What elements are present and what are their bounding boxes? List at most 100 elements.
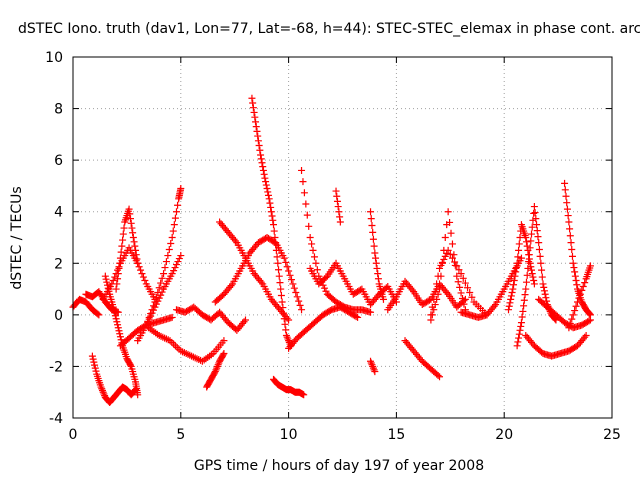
data-point [454,278,462,286]
data-point [574,298,582,306]
data-point [369,235,377,243]
data-point [258,159,266,167]
data-point [468,293,476,301]
data-point [115,327,123,335]
data-point [268,212,276,220]
data-point [586,262,594,270]
data-point [116,259,124,267]
data-point [444,246,452,254]
data-point [540,287,548,295]
data-point [540,283,548,291]
data-point [130,238,138,246]
data-point [274,259,282,267]
y-tick-label: -4 [49,411,63,427]
data-point [512,268,520,276]
data-point [299,178,307,186]
data-point [114,321,122,329]
data-point [174,201,182,209]
data-point [585,317,593,325]
data-point [100,390,108,398]
data-point [270,227,278,235]
data-point [510,281,518,289]
data-point [127,219,135,227]
data-point [114,324,122,332]
data-point [275,266,283,274]
data-point [129,229,137,237]
data-point [511,272,519,280]
data-point [456,283,464,291]
data-point [278,298,286,306]
data-point [512,264,520,272]
data-point [125,205,133,213]
data-point [516,326,524,334]
data-point [172,208,180,216]
data-point [160,270,168,278]
data-point [252,123,260,131]
data-point [448,240,456,248]
data-point [114,266,122,274]
data-point [116,330,124,338]
data-point [296,301,304,309]
data-point [170,221,178,229]
data-point [280,315,288,323]
data-point [154,289,162,297]
data-point [152,293,160,301]
data-point [530,280,538,288]
data-point [459,274,467,282]
data-point [531,209,539,217]
data-point [535,239,543,247]
data-point [568,315,576,323]
data-point [269,216,277,224]
y-tick-label: 2 [54,256,63,272]
data-point [369,228,377,236]
data-point [94,310,102,318]
data-point [352,313,360,321]
data-point [264,188,272,196]
data-point [443,289,451,297]
data-point [177,185,185,193]
data-point [267,208,275,216]
data-point [586,310,594,318]
data-point [537,259,545,267]
data-point [290,284,298,292]
data-point [259,163,267,171]
data-point [510,276,518,284]
data-point [333,197,341,205]
data-point [427,311,435,319]
data-point [525,258,533,266]
data-point [542,294,550,302]
data-point [117,248,125,256]
data-point [576,290,584,298]
data-point [139,273,147,281]
data-point [526,259,534,267]
data-point [132,246,140,254]
data-point [444,208,452,216]
data-point [581,333,589,341]
data-point [298,166,306,174]
data-point [175,255,183,263]
data-point [298,306,306,314]
data-point [248,94,256,102]
data-point [103,278,111,286]
data-point [436,264,444,272]
data-point [517,322,525,330]
x-tick-label: 20 [495,427,513,443]
data-point [138,270,146,278]
data-point [112,285,120,293]
data-point [292,289,300,297]
data-point [568,246,576,254]
data-point [282,258,290,266]
data-point [147,310,155,318]
data-point [507,295,515,303]
data-point [141,276,149,284]
data-point [165,246,173,254]
data-point [534,233,542,241]
data-point [566,319,574,327]
data-point [257,151,265,159]
data-point [112,315,120,323]
data-point [227,282,235,290]
data-point [260,170,268,178]
data-point [333,192,341,200]
data-point [464,284,472,292]
data-point [313,266,321,274]
